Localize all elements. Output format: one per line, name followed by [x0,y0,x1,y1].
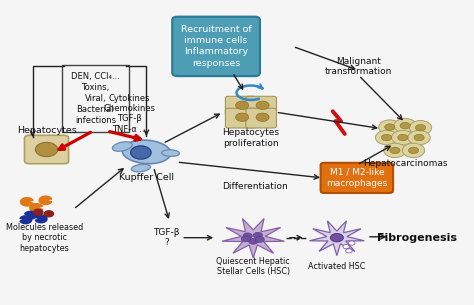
Text: Hepatocytes
proliferation: Hepatocytes proliferation [222,128,280,148]
Circle shape [256,113,269,121]
Circle shape [398,134,408,141]
Circle shape [253,232,263,238]
Circle shape [375,130,398,145]
Text: DEN, CCl₄...
Toxins,
Viral,
Bacterial
infections: DEN, CCl₄... Toxins, Viral, Bacterial in… [71,72,120,125]
Text: Quiescent Hepatic
Stellar Cells (HSC): Quiescent Hepatic Stellar Cells (HSC) [217,257,290,276]
Wedge shape [20,216,32,224]
Wedge shape [30,204,43,212]
FancyBboxPatch shape [25,135,69,164]
Circle shape [400,122,410,129]
Text: Hepatocytes: Hepatocytes [17,126,76,135]
Ellipse shape [162,150,179,156]
FancyBboxPatch shape [320,163,393,193]
Circle shape [255,236,264,242]
Text: Recruitment of
immune cells
Inflammatory
responses: Recruitment of immune cells Inflammatory… [181,25,252,67]
Circle shape [256,101,269,109]
Circle shape [390,147,400,154]
Circle shape [44,211,54,217]
Text: Fibrogenesis: Fibrogenesis [377,233,457,243]
Wedge shape [35,215,47,223]
Text: Hepatocarcinomas: Hepatocarcinomas [363,159,447,168]
Wedge shape [39,196,52,205]
Circle shape [402,143,425,158]
Text: Kupffer Cell: Kupffer Cell [119,173,174,181]
Circle shape [236,113,248,121]
Polygon shape [222,219,284,258]
Wedge shape [20,198,33,206]
Text: Cytokines
Chemokines
TGF-β
TNF-α ...: Cytokines Chemokines TGF-β TNF-α ... [103,94,155,134]
Text: TGF-β
?: TGF-β ? [153,228,180,247]
Text: Activated HSC: Activated HSC [308,262,365,271]
Circle shape [414,134,424,141]
Circle shape [34,209,43,215]
Text: Malignant
transformation: Malignant transformation [325,57,392,76]
Text: Molecules released
by necrotic
hepatocytes: Molecules released by necrotic hepatocyt… [6,223,83,253]
Ellipse shape [122,140,171,164]
FancyBboxPatch shape [226,108,256,128]
Circle shape [410,120,432,135]
Circle shape [248,238,258,244]
FancyBboxPatch shape [246,96,276,116]
Circle shape [384,143,406,158]
Circle shape [379,120,401,134]
FancyBboxPatch shape [226,96,256,116]
Ellipse shape [112,142,132,151]
Circle shape [243,233,252,239]
Polygon shape [310,221,365,256]
Circle shape [408,130,430,145]
FancyBboxPatch shape [246,108,276,128]
Circle shape [385,124,395,130]
Circle shape [392,130,414,145]
Circle shape [394,118,416,133]
Text: M1 / M2-like
macrophages: M1 / M2-like macrophages [326,168,387,188]
Circle shape [348,241,355,245]
Circle shape [409,147,419,154]
Text: Differentiation: Differentiation [222,182,288,191]
Circle shape [415,124,426,131]
Ellipse shape [131,164,150,172]
Circle shape [346,249,352,253]
Circle shape [236,101,248,109]
Circle shape [382,134,392,141]
Circle shape [36,142,58,157]
Wedge shape [25,211,36,219]
Circle shape [330,234,343,242]
Circle shape [131,146,151,159]
Circle shape [343,245,349,249]
Circle shape [241,236,250,242]
FancyBboxPatch shape [172,17,260,76]
